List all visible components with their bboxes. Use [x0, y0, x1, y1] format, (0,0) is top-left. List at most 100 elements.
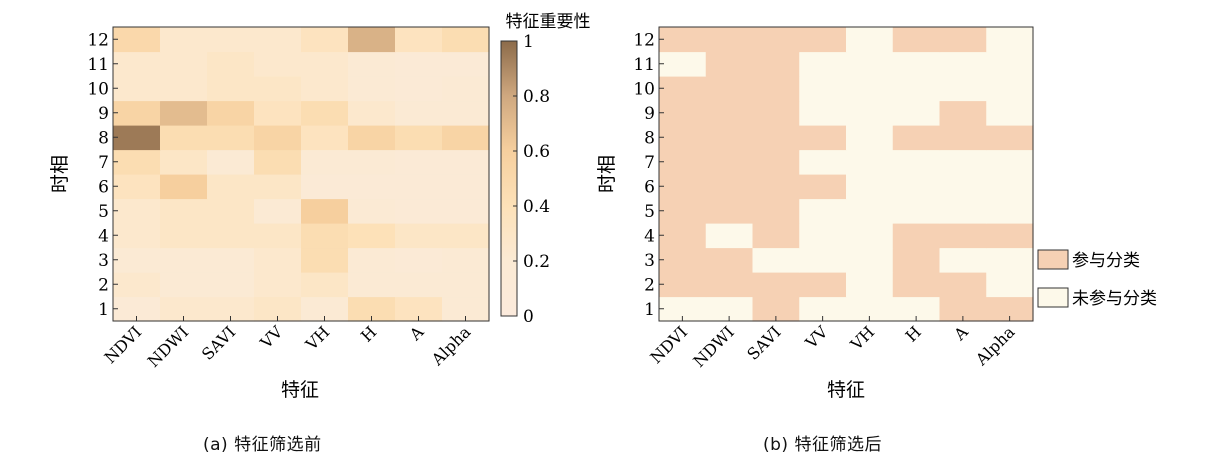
- heatmap-cell: [207, 272, 255, 298]
- heatmap-cell: [442, 223, 490, 249]
- heatmap-cell: [160, 125, 208, 151]
- x-tick-label: NDWI: [144, 322, 193, 371]
- heatmap-cell: [892, 125, 941, 151]
- heatmap-cell: [799, 247, 847, 273]
- x-tick-label: VV: [256, 322, 287, 353]
- heatmap-cell: [395, 247, 443, 273]
- colorbar: 特征重要性 0 0.2 0.4 0.6 0.8 1: [500, 12, 591, 327]
- heatmap-cell: [348, 100, 396, 126]
- heatmap-cell: [113, 100, 161, 126]
- heatmap-cell: [939, 198, 987, 224]
- heatmap-cell: [659, 100, 707, 126]
- heatmap-cell: [301, 51, 349, 77]
- heatmap-cell: [301, 125, 349, 151]
- heatmap-cell: [939, 100, 987, 126]
- heatmap-cell: [113, 27, 161, 53]
- heatmap-cell: [846, 27, 894, 53]
- heatmap-cell: [659, 272, 707, 298]
- colorbar-tick-label: 0.6: [523, 142, 550, 162]
- y-tick-label: 1: [98, 300, 109, 320]
- heatmap-cell: [705, 272, 754, 298]
- colorbar-tick-label: 0.2: [523, 252, 550, 272]
- heatmap-cell: [348, 247, 396, 273]
- heatmap-cell: [207, 198, 255, 224]
- heatmap-cell: [160, 247, 208, 273]
- heatmap-cell: [939, 51, 987, 77]
- heatmap-cell: [442, 100, 490, 126]
- y-tick-label: 4: [644, 226, 655, 246]
- heatmap-cell: [939, 27, 987, 53]
- heatmap-cell: [301, 198, 349, 224]
- heatmap-cell: [752, 76, 800, 102]
- y-tick-label: 5: [98, 202, 109, 222]
- colorbar-ticks: 0 0.2 0.4 0.6 0.8 1: [513, 32, 550, 327]
- heatmap-cell: [892, 51, 941, 77]
- legend-swatch-participate: [1037, 249, 1069, 270]
- heatmap-cell: [160, 223, 208, 249]
- heatmap-cell: [799, 100, 847, 126]
- heatmap-cell: [254, 27, 302, 53]
- x-tick-label: H: [357, 322, 380, 345]
- heatmap-cell: [752, 174, 800, 200]
- heatmap-cell: [705, 174, 754, 200]
- heatmap-cell: [348, 174, 396, 200]
- heatmap-cell: [395, 174, 443, 200]
- heatmap-cell: [254, 100, 302, 126]
- heatmap-cell: [160, 100, 208, 126]
- heatmap-cell: [986, 51, 1034, 77]
- y-tick-label: 11: [87, 55, 109, 75]
- heatmap-cell: [799, 272, 847, 298]
- heatmap-cell: [799, 76, 847, 102]
- heatmap-cell: [442, 125, 490, 151]
- y-tick-label: 10: [633, 79, 655, 99]
- heatmap-cell: [986, 100, 1034, 126]
- x-tick-label: NDWI: [689, 322, 738, 371]
- heatmap-cell: [207, 27, 255, 53]
- heatmap-cell: [986, 27, 1034, 53]
- heatmap-cell: [113, 174, 161, 200]
- legend-swatch-not-participate: [1037, 287, 1069, 308]
- heatmap-cell: [846, 198, 894, 224]
- x-tick-label: NDVI: [100, 322, 145, 367]
- heatmap-cell: [752, 223, 800, 249]
- heatmap-cell: [705, 149, 754, 175]
- panel-a-xlabel: 特征: [281, 379, 319, 401]
- heatmap-cell: [442, 51, 490, 77]
- heatmap-cell: [752, 27, 800, 53]
- colorbar-tick-label: 0: [523, 307, 534, 327]
- heatmap-cell: [348, 272, 396, 298]
- heatmap-cell: [846, 174, 894, 200]
- x-tick-label: Alpha: [971, 322, 1019, 370]
- heatmap-cell: [348, 198, 396, 224]
- heatmap-cell: [799, 51, 847, 77]
- legend-label-not-participate: 未参与分类: [1072, 289, 1157, 309]
- heatmap-cell: [705, 27, 754, 53]
- heatmap-cell: [939, 272, 987, 298]
- heatmap-cell: [752, 272, 800, 298]
- heatmap-cell: [939, 76, 987, 102]
- heatmap-cell: [442, 272, 490, 298]
- legend: 参与分类 未参与分类: [1037, 249, 1157, 309]
- heatmap-cell: [986, 272, 1034, 298]
- heatmap-cell: [442, 149, 490, 175]
- heatmap-cell: [986, 198, 1034, 224]
- heatmap-cell: [301, 247, 349, 273]
- heatmap-cell: [799, 149, 847, 175]
- heatmap-cell: [939, 223, 987, 249]
- heatmap-cell: [846, 125, 894, 151]
- heatmap-cell: [752, 198, 800, 224]
- heatmap-cell: [301, 272, 349, 298]
- heatmap-cell: [207, 76, 255, 102]
- panel-a-ylabel: 时相: [49, 155, 71, 193]
- heatmap-cell: [892, 149, 941, 175]
- heatmap-cell: [254, 76, 302, 102]
- heatmap-cell: [254, 174, 302, 200]
- y-tick-label: 7: [644, 153, 655, 173]
- y-tick-label: 12: [633, 30, 655, 50]
- heatmap-cell: [939, 247, 987, 273]
- heatmap-cell: [799, 174, 847, 200]
